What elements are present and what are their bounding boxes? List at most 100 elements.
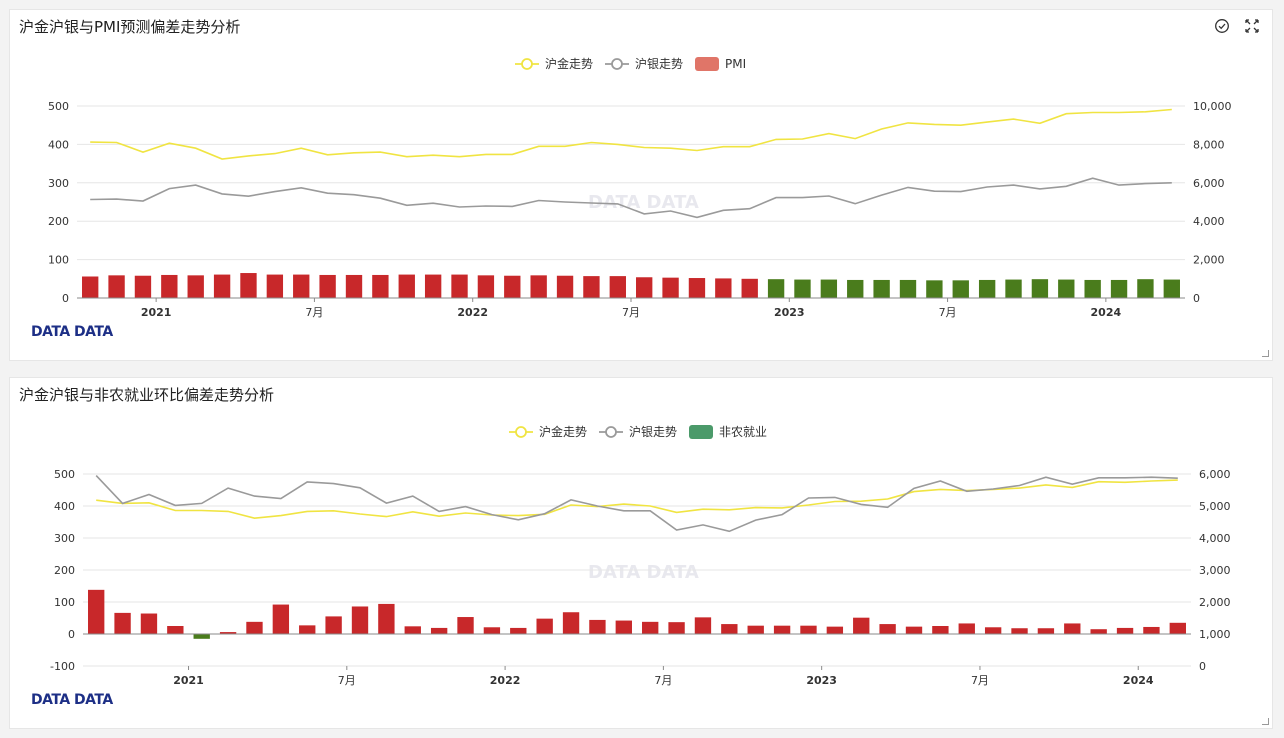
legend-item: PMI xyxy=(695,57,746,71)
bar xyxy=(583,276,600,298)
bar xyxy=(1116,627,1134,634)
legend-item: 沪金走势 xyxy=(509,424,587,439)
legend-label: 沪金走势 xyxy=(539,424,587,439)
bar xyxy=(800,625,817,634)
resize-handle[interactable] xyxy=(1262,718,1269,725)
bar xyxy=(1137,279,1154,298)
bar xyxy=(926,280,943,298)
bar xyxy=(609,276,626,298)
y-left-tick-label: 300 xyxy=(48,177,69,190)
legend-item: 沪银走势 xyxy=(599,425,677,439)
bar xyxy=(378,603,395,634)
y-right-tick-label: 5,000 xyxy=(1199,500,1231,513)
y-left-tick-label: 100 xyxy=(48,254,69,267)
bar xyxy=(161,274,178,298)
bar xyxy=(457,617,474,634)
bar xyxy=(187,275,204,298)
bar xyxy=(246,621,263,634)
x-tick-label: 2024 xyxy=(1123,674,1154,687)
x-tick-label: 2021 xyxy=(141,306,172,319)
bar xyxy=(642,621,659,634)
y-right-tick-label: 2,000 xyxy=(1199,596,1231,609)
series-line xyxy=(90,108,1172,160)
bar xyxy=(140,613,158,634)
bar xyxy=(694,617,712,634)
bar xyxy=(293,274,310,298)
bar xyxy=(1005,279,1022,298)
legend-item: 沪银走势 xyxy=(605,57,683,71)
bar xyxy=(266,274,284,298)
y-right-tick-label: 0 xyxy=(1193,292,1200,305)
bar xyxy=(662,277,679,298)
x-tick-label: 7月 xyxy=(338,674,356,687)
check-circle-icon[interactable] xyxy=(1214,18,1230,34)
expand-icon[interactable] xyxy=(1244,18,1260,34)
legend-label: 沪金走势 xyxy=(545,56,593,71)
y-left-tick-label: 500 xyxy=(48,100,69,113)
y-right-tick-label: 4,000 xyxy=(1199,532,1231,545)
chart-panel-pmi: 沪金沪银与PMI预测偏差走势分析 DATA DATA 0 100 200 300 400 5… xyxy=(9,9,1273,361)
legend-marker-icon xyxy=(605,426,617,438)
bar xyxy=(272,604,290,634)
y-left-tick-label: -100 xyxy=(50,660,75,673)
bar xyxy=(853,617,870,634)
bar xyxy=(958,623,975,634)
bar xyxy=(562,612,580,634)
bar xyxy=(899,279,917,298)
bar xyxy=(536,618,553,634)
x-tick-label: 7月 xyxy=(939,306,957,319)
bar xyxy=(134,275,152,298)
legend-marker-icon xyxy=(521,58,533,70)
bar xyxy=(747,625,764,634)
bar xyxy=(213,274,231,298)
bar xyxy=(240,273,257,298)
y-right-tick-label: 1,000 xyxy=(1199,628,1231,641)
bar xyxy=(741,278,758,298)
bar xyxy=(773,625,791,634)
y-left-tick-label: 400 xyxy=(54,500,75,513)
y-right-tick-label: 2,000 xyxy=(1193,254,1225,267)
bar xyxy=(504,275,521,298)
y-left-tick-label: 200 xyxy=(54,564,75,577)
bar xyxy=(167,626,184,634)
bar xyxy=(721,624,738,634)
bar xyxy=(1169,622,1186,634)
bar xyxy=(556,275,574,298)
y-left-tick-label: 500 xyxy=(54,468,75,481)
bar xyxy=(219,632,237,634)
legend-swatch-icon xyxy=(689,425,713,439)
y-left-tick-label: 300 xyxy=(54,532,75,545)
bar xyxy=(668,622,685,634)
y-left-tick-label: 0 xyxy=(62,292,69,305)
nonfarm-chart: DATA DATA -100 0 100 200 300 400 500 0 1,000 2,000… xyxy=(31,424,1231,708)
bar xyxy=(688,278,706,298)
bar xyxy=(451,274,468,298)
y-left-tick-label: 200 xyxy=(48,215,69,228)
bar xyxy=(483,627,501,634)
bar xyxy=(932,626,949,634)
bar xyxy=(984,627,1002,634)
x-tick-label: 2024 xyxy=(1091,306,1122,319)
chart-title: 沪金沪银与PMI预测偏差走势分析 xyxy=(19,18,241,36)
resize-handle[interactable] xyxy=(1262,350,1269,357)
x-tick-label: 7月 xyxy=(971,674,989,687)
bar xyxy=(1084,279,1101,298)
y-right-tick-label: 3,000 xyxy=(1199,564,1231,577)
bar xyxy=(404,626,421,634)
bar xyxy=(193,634,210,639)
x-tick-label: 7月 xyxy=(654,674,672,687)
legend-label: 非农就业 xyxy=(719,425,767,439)
legend-marker-icon xyxy=(611,58,623,70)
bar xyxy=(589,619,606,634)
bar xyxy=(477,275,495,298)
bar xyxy=(826,626,844,634)
bar xyxy=(345,274,363,298)
bar xyxy=(114,612,131,634)
legend-item: 非农就业 xyxy=(689,425,767,439)
x-tick-label: 7月 xyxy=(305,306,323,319)
series-line xyxy=(95,475,1178,533)
bar xyxy=(715,278,732,298)
bar xyxy=(767,279,785,298)
bar xyxy=(794,279,811,298)
chart-panel-nonfarm: 沪金沪银与非农就业环比偏差走势分析 DATA DATA -100 0 100 200 30… xyxy=(9,377,1273,729)
